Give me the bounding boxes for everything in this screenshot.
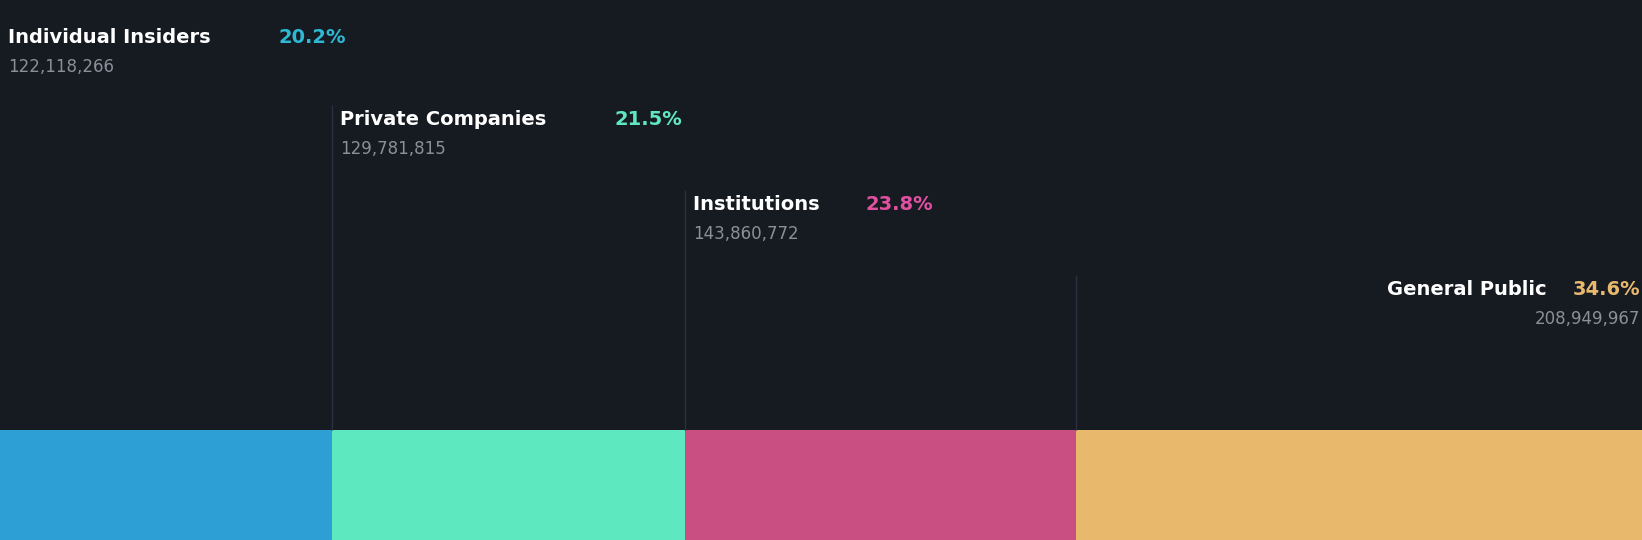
Text: 129,781,815: 129,781,815 — [340, 140, 445, 158]
Text: Individual Insiders: Individual Insiders — [8, 28, 218, 47]
Bar — [0, 430, 332, 540]
Text: 143,860,772: 143,860,772 — [693, 225, 798, 243]
Text: 21.5%: 21.5% — [614, 110, 683, 129]
Text: 122,118,266: 122,118,266 — [8, 58, 115, 76]
Text: Institutions: Institutions — [693, 195, 826, 214]
Text: 20.2%: 20.2% — [279, 28, 346, 47]
Text: 34.6%: 34.6% — [1573, 280, 1640, 299]
Text: Private Companies: Private Companies — [340, 110, 553, 129]
Text: 23.8%: 23.8% — [865, 195, 933, 214]
Text: General Public: General Public — [1387, 280, 1553, 299]
Bar — [1076, 430, 1642, 540]
Text: 208,949,967: 208,949,967 — [1535, 310, 1640, 328]
Bar — [685, 430, 1076, 540]
Bar — [332, 430, 685, 540]
